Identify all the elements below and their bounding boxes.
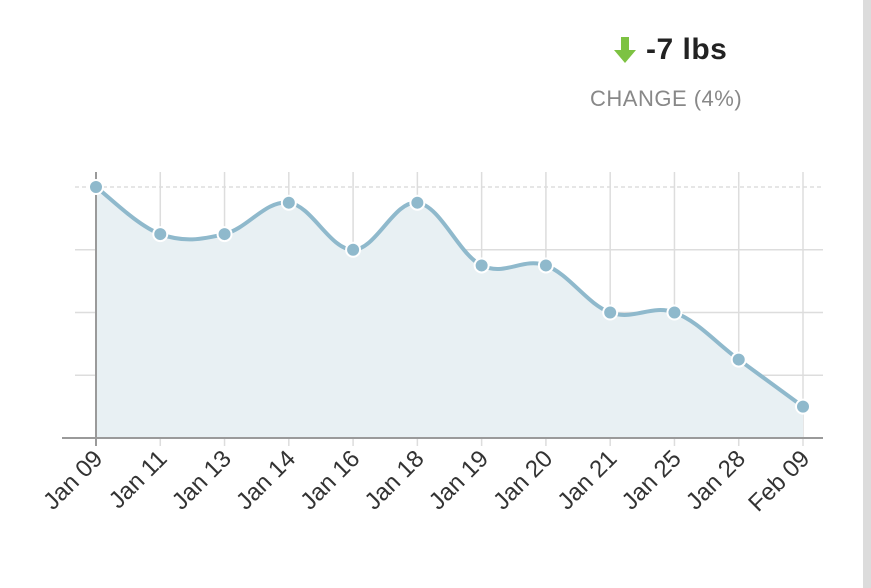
x-tick-label: Feb 09 (743, 445, 815, 517)
data-point (730, 351, 747, 368)
change-label: CHANGE (4%) (590, 86, 743, 111)
x-tick-label: Jan 14 (231, 445, 301, 515)
x-tick-label: Jan 21 (552, 445, 622, 515)
data-point (88, 179, 104, 195)
x-tick-label: Jan 20 (488, 445, 558, 515)
change-value-row: -7 lbs (612, 30, 727, 70)
data-point (409, 194, 426, 211)
down-arrow-shape (614, 37, 636, 63)
change-summary: -7 lbs CHANGE (4%) (570, 26, 780, 122)
change-value: -7 lbs (646, 33, 728, 66)
data-point (216, 226, 233, 243)
area-layer (96, 187, 803, 438)
x-tick-label: Jan 28 (681, 445, 751, 515)
panel-edge (863, 0, 871, 588)
data-point (280, 194, 297, 211)
axis-layer (62, 172, 823, 446)
x-tick-label: Jan 18 (360, 445, 430, 515)
series-area (96, 187, 803, 438)
data-point (152, 226, 169, 243)
data-point (602, 304, 619, 321)
point-layer (88, 179, 811, 415)
x-tick-label: Jan 16 (295, 445, 365, 515)
data-point (473, 257, 490, 274)
x-tick-label: Jan 11 (104, 445, 173, 514)
data-point (666, 304, 683, 321)
x-tick-label: Jan 09 (38, 445, 108, 515)
data-point (795, 398, 811, 415)
x-tick-label: Jan 13 (167, 445, 237, 515)
x-tick-label: Jan 19 (424, 445, 494, 515)
data-point (345, 241, 362, 258)
data-point (537, 257, 554, 274)
down-arrow-icon (614, 37, 636, 63)
x-tick-label: Jan 25 (617, 445, 687, 515)
